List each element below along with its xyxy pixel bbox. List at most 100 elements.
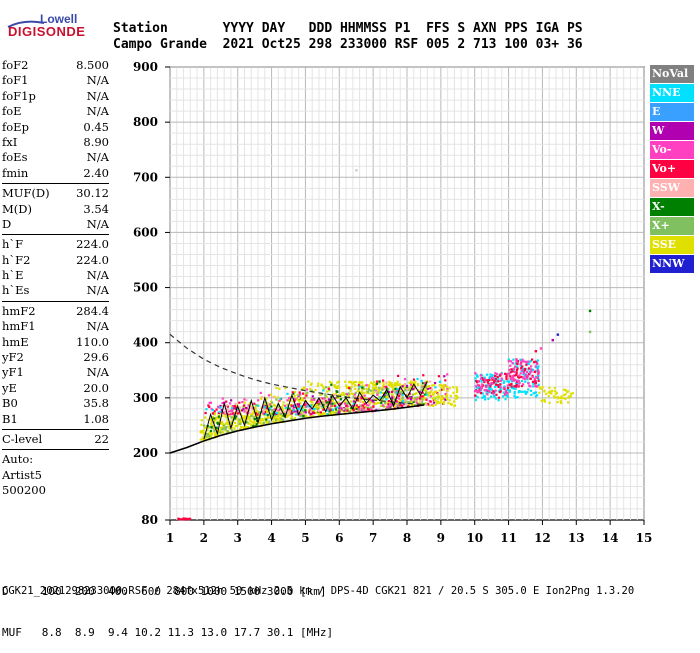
echo-point [306, 391, 309, 394]
echo-point [387, 387, 390, 391]
echo-point [239, 428, 242, 431]
param-value: N/A [86, 150, 109, 165]
echo-point [413, 384, 416, 388]
echo-point [280, 414, 283, 418]
echo-point [305, 394, 308, 397]
echo-point [302, 399, 305, 402]
echo-point [488, 375, 492, 379]
echo-point [394, 382, 397, 385]
echo-point [348, 381, 351, 384]
y-tick-label: 900 [133, 60, 158, 74]
param-name: foF2 [2, 58, 29, 72]
echo-point [269, 393, 273, 396]
echo-point [303, 396, 306, 400]
echo-point [368, 402, 371, 405]
echo-point [275, 398, 278, 401]
param-name: hmF2 [2, 303, 36, 318]
echo-point [474, 372, 477, 375]
echo-point [243, 405, 246, 409]
echo-point [225, 400, 228, 403]
echo-point [485, 373, 489, 376]
echo-point [441, 397, 444, 400]
echo-point [479, 377, 483, 380]
echo-point [530, 393, 533, 397]
echo-point [475, 389, 478, 392]
echo-point [385, 393, 388, 397]
echo-point [485, 385, 488, 389]
echo-point [415, 398, 418, 401]
echo-point [221, 404, 224, 408]
echo-point [360, 397, 363, 400]
echo-point [412, 397, 415, 400]
echo-point [286, 412, 289, 415]
echo-point [480, 380, 483, 383]
echo-point [321, 405, 324, 408]
echo-point [396, 391, 399, 394]
echo-point [304, 401, 308, 404]
echo-point [355, 169, 358, 172]
param-row: h`F 224.0 [2, 237, 109, 252]
echo-point [207, 404, 210, 407]
echo-point [532, 392, 535, 395]
echo-point [336, 396, 339, 399]
echo-point [434, 381, 437, 385]
echo-point [313, 407, 316, 411]
echo-point [332, 402, 335, 405]
param-name: fxI [2, 134, 18, 149]
echo-point [347, 402, 350, 405]
echo-point [394, 384, 398, 387]
echo-point [442, 388, 445, 391]
echo-point [248, 418, 251, 421]
echo-point [499, 388, 502, 391]
echo-point [274, 418, 278, 422]
echo-point [333, 393, 336, 397]
x-tick-label: 13 [568, 531, 585, 545]
echo-point [413, 386, 416, 389]
echo-point [487, 383, 490, 387]
echo-point [243, 401, 246, 404]
echo-point [523, 373, 526, 376]
echo-point [258, 418, 261, 421]
echo-point [395, 382, 398, 385]
echo-point [205, 408, 208, 411]
echo-point [421, 391, 424, 394]
echo-point [401, 396, 405, 400]
echo-point [399, 399, 403, 402]
echo-point [557, 397, 560, 400]
echo-point [417, 402, 420, 405]
echo-point [408, 381, 411, 384]
echo-point [228, 412, 231, 415]
echo-point [352, 404, 355, 407]
echo-point [350, 385, 353, 388]
echo-point [494, 372, 497, 375]
echo-point [536, 385, 539, 388]
echo-point [325, 401, 328, 404]
echo-point [438, 383, 441, 387]
echo-point [268, 403, 271, 406]
echo-point [265, 410, 268, 413]
echo-point [275, 408, 278, 412]
echo-point [239, 421, 243, 424]
y-tick-label: 200 [133, 446, 158, 460]
footer-info: CGK21_2021298233000.RSF / 284fx512h 50 k… [2, 585, 635, 597]
echo-point [277, 415, 280, 418]
echo-point [263, 411, 267, 414]
echo-point [318, 412, 321, 415]
echo-point [213, 426, 216, 430]
echo-point [297, 403, 301, 406]
echo-point [433, 396, 436, 399]
echo-point [210, 425, 213, 429]
echo-point [384, 391, 388, 394]
echo-point [236, 412, 239, 415]
echo-point [427, 387, 430, 390]
echo-point [536, 373, 540, 376]
echo-point [403, 383, 407, 386]
echo-point [225, 404, 228, 407]
echo-point [342, 391, 345, 395]
echo-point [389, 403, 393, 406]
echo-point [274, 410, 277, 413]
echo-point [315, 403, 318, 406]
echo-point [536, 369, 540, 372]
y-tick-label: 80 [141, 513, 158, 527]
echo-point [287, 404, 290, 407]
